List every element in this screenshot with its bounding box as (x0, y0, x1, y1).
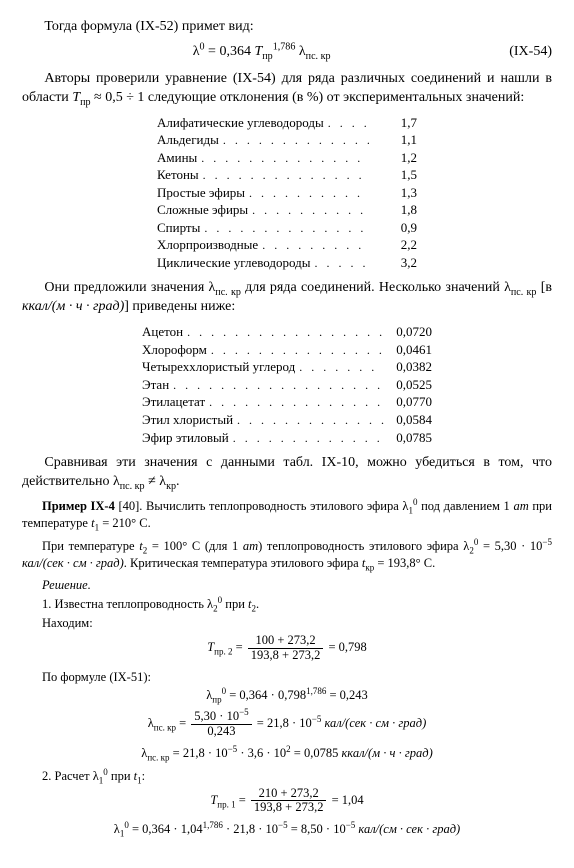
table-row-label: Сложные эфиры (157, 201, 248, 219)
table-row: Спирты. . . . . . . . . . . . . . . . . … (157, 219, 417, 237)
table-row-value: 0,0584 (384, 411, 432, 429)
table-row-value: 1,8 (369, 201, 417, 219)
table-row: Хлорпроизводные. . . . . . . . . . . . .… (157, 236, 417, 254)
table-row: Кетоны. . . . . . . . . . . . . . . . . … (157, 166, 417, 184)
equation-lambda-ps2: λпс. кр = 21,8 · 10−5 · 3,6 · 102 = 0,07… (22, 745, 552, 762)
deviation-table: Алифатические углеводороды. . . . . . . … (157, 114, 417, 272)
table-row-value: 0,0770 (384, 393, 432, 411)
equation-tpr2: Tпр. 2 = 100 + 273,2 193,8 + 273,2 = 0,7… (22, 634, 552, 663)
table-row-label: Четыреххлористый углерод (142, 358, 295, 376)
table-row-value: 1,2 (369, 149, 417, 167)
table-row: Ацетон. . . . . . . . . . . . . . . . . … (142, 323, 432, 341)
leader-dots: . . . . . . . . . . . . . . . . . . . . … (207, 342, 384, 358)
table-row-label: Алифатические углеводороды (157, 114, 324, 132)
table-row-value: 0,0382 (384, 358, 432, 376)
leader-dots: . . . . . . . . . . . . . . . . . . . . … (169, 377, 384, 393)
table-row-label: Кетоны (157, 166, 199, 184)
table-row: Алифатические углеводороды. . . . . . . … (157, 114, 417, 132)
leader-dots: . . . . . . . . . . . . . . . . . . . . … (199, 167, 369, 183)
example-step-2: 2. Расчет λ10 при t1: (22, 768, 552, 785)
example-find-label: Находим: (22, 615, 552, 632)
table-row-value: 0,9 (369, 219, 417, 237)
table-row-label: Амины (157, 149, 197, 167)
intro-paragraph-2: Авторы проверили уравнение (IX-54) для р… (22, 70, 552, 108)
table-row-label: Эфир этиловый (142, 429, 229, 447)
table-row-label: Хлорпроизводные (157, 236, 258, 254)
leader-dots: . . . . . . . . . . . . . . . . . . . . … (248, 202, 369, 218)
table-row-value: 1,5 (369, 166, 417, 184)
example-given: При температуре t2 = 100° C (для 1 ат) т… (22, 538, 552, 572)
leader-dots: . . . . . . . . . . . . . . . . . . . . … (205, 394, 384, 410)
leader-dots: . . . . . . . . . . . . . . . . . . . . … (311, 255, 370, 271)
table-row-label: Хлороформ (142, 341, 207, 359)
table-row-label: Этилацетат (142, 393, 205, 411)
example-title: Пример IX-4 [40]. Вычислить теплопроводн… (22, 498, 552, 532)
leader-dots: . . . . . . . . . . . . . . . . . . . . … (229, 430, 384, 446)
intro-paragraph-3: Они предложили значения λпс. кр для ряда… (22, 279, 552, 317)
example-solve-label: Решение. (22, 577, 552, 594)
table-row: Эфир этиловый. . . . . . . . . . . . . .… (142, 429, 432, 447)
leader-dots: . . . . . . . . . . . . . . . . . . . . … (200, 220, 369, 236)
equation-lambda-pr0: λпр0 = 0,364 · 0,7981,786 = 0,243 (22, 687, 552, 704)
table-row-value: 1,1 (369, 131, 417, 149)
example-step-1: 1. Известна теплопроводность λ20 при t2. (22, 596, 552, 613)
table-row: Альдегиды. . . . . . . . . . . . . . . .… (157, 131, 417, 149)
leader-dots: . . . . . . . . . . . . . . . . . . . . … (245, 185, 369, 201)
table-row: Хлороформ. . . . . . . . . . . . . . . .… (142, 341, 432, 359)
leader-dots: . . . . . . . . . . . . . . . . . . . . … (233, 412, 384, 428)
table-row-value: 2,2 (369, 236, 417, 254)
table-row-value: 0,0720 (384, 323, 432, 341)
table-row-label: Этил хлористый (142, 411, 233, 429)
table-row: Циклические углеводороды. . . . . . . . … (157, 254, 417, 272)
table-row: Амины. . . . . . . . . . . . . . . . . .… (157, 149, 417, 167)
table-row-label: Спирты (157, 219, 200, 237)
equation-ix-54: λ0 = 0,364 Tпр1,786 λпс. кр (IX-54) (22, 43, 552, 62)
equation-lambda-ps1: λпс. кр = 5,30 · 10−5 0,243 = 21,8 · 10−… (22, 710, 552, 739)
table-row-label: Ацетон (142, 323, 183, 341)
table-row-value: 0,0525 (384, 376, 432, 394)
table-row-value: 1,7 (369, 114, 417, 132)
table-row-value: 3,2 (369, 254, 417, 272)
table-row-value: 0,0785 (384, 429, 432, 447)
table-row: Сложные эфиры. . . . . . . . . . . . . .… (157, 201, 417, 219)
leader-dots: . . . . . . . . . . . . . . . . . . . . … (295, 359, 384, 375)
intro-paragraph-1: Тогда формула (IX-52) примет вид: (22, 18, 552, 37)
leader-dots: . . . . . . . . . . . . . . . . . . . . … (258, 237, 369, 253)
leader-dots: . . . . . . . . . . . . . . . . . . . . … (324, 115, 369, 131)
equation-final: λ10 = 0,364 · 1,041,786 · 21,8 · 10−5 = … (22, 821, 552, 838)
table-row: Простые эфиры. . . . . . . . . . . . . .… (157, 184, 417, 202)
table-row-label: Альдегиды (157, 131, 219, 149)
leader-dots: . . . . . . . . . . . . . . . . . . . . … (197, 150, 369, 166)
equation-tpr1: Tпр. 1 = 210 + 273,2 193,8 + 273,2 = 1,0… (22, 787, 552, 816)
lambda-values-table: Ацетон. . . . . . . . . . . . . . . . . … (142, 323, 432, 446)
table-row-label: Циклические углеводороды (157, 254, 311, 272)
example-ix-4: Пример IX-4 [40]. Вычислить теплопроводн… (22, 498, 552, 838)
leader-dots: . . . . . . . . . . . . . . . . . . . . … (219, 132, 369, 148)
table-row-label: Простые эфиры (157, 184, 245, 202)
table-row: Этил хлористый. . . . . . . . . . . . . … (142, 411, 432, 429)
table-row-label: Этан (142, 376, 169, 394)
table-row: Этилацетат. . . . . . . . . . . . . . . … (142, 393, 432, 411)
equation-ix-54-body: λ0 = 0,364 Tпр1,786 λпс. кр (22, 43, 501, 62)
table-row: Четыреххлористый углерод. . . . . . . . … (142, 358, 432, 376)
example-by-formula: По формуле (IX-51): (22, 669, 552, 686)
table-row-value: 0,0461 (384, 341, 432, 359)
equation-ix-54-number: (IX-54) (501, 43, 552, 62)
table-row: Этан. . . . . . . . . . . . . . . . . . … (142, 376, 432, 394)
intro-paragraph-4: Сравнивая эти значения с данными табл. I… (22, 454, 552, 492)
leader-dots: . . . . . . . . . . . . . . . . . . . . … (183, 324, 384, 340)
table-row-value: 1,3 (369, 184, 417, 202)
